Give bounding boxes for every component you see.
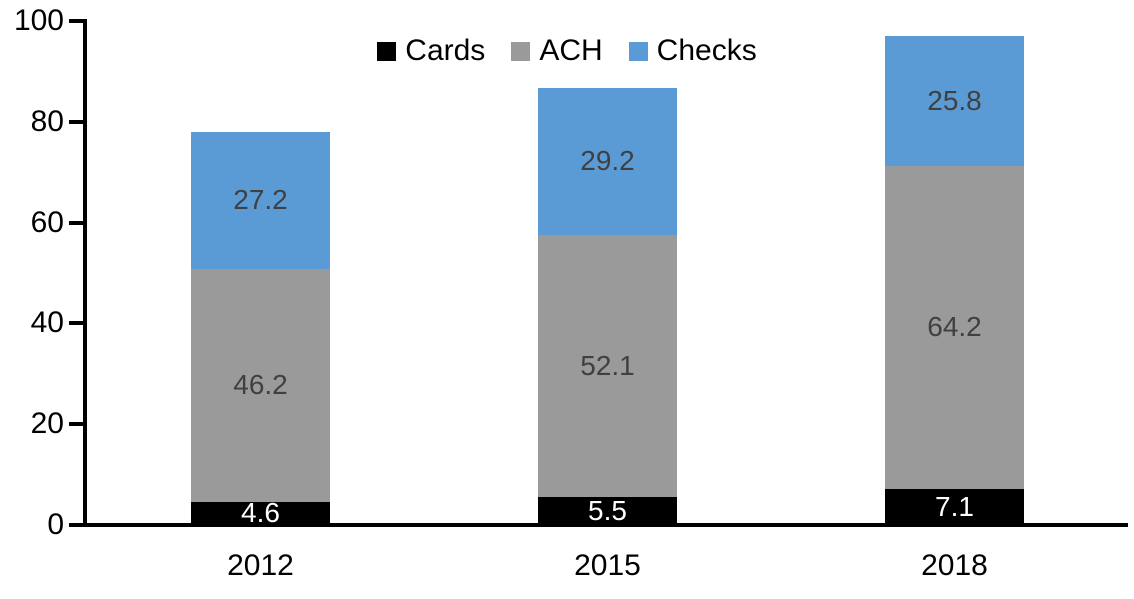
y-axis-tick <box>69 220 83 225</box>
legend: Cards ACH Checks <box>0 34 1134 68</box>
y-axis-tick <box>69 422 83 427</box>
legend-swatch-ach-icon <box>511 41 531 61</box>
y-axis-tick-label: 0 <box>47 508 64 541</box>
legend-item-checks: Checks <box>628 34 757 68</box>
bar-segment-cards-2012: 4.6 <box>191 497 330 529</box>
y-axis-tick <box>69 19 83 23</box>
legend-item-cards: Cards <box>377 34 485 68</box>
legend-item-ach: ACH <box>511 34 603 68</box>
y-axis-tick-label: 80 <box>30 104 64 138</box>
legend-swatch-cards-icon <box>377 41 397 61</box>
y-axis-line <box>83 19 87 527</box>
bar-segment-checks-2015: 29.2 <box>538 87 677 235</box>
legend-label-checks: Checks <box>656 34 757 67</box>
x-axis-line <box>83 523 1128 527</box>
data-label-checks-2012: 27.2 <box>233 184 288 216</box>
y-axis-tick-label: 20 <box>30 407 64 441</box>
bar-segment-cards-2018: 7.1 <box>885 489 1024 525</box>
y-axis-tick-label: 60 <box>30 205 64 239</box>
data-label-ach-2015: 52.1 <box>580 349 635 381</box>
data-label-ach-2012: 46.2 <box>233 369 288 401</box>
data-label-cards-2012: 4.6 <box>241 497 280 529</box>
data-label-cards-2018: 7.1 <box>935 491 974 523</box>
x-axis-label-2015: 2015 <box>574 549 641 582</box>
bar-segment-checks-2018: 25.8 <box>885 35 1024 166</box>
data-label-ach-2018: 64.2 <box>927 311 982 343</box>
data-label-cards-2015: 5.5 <box>588 495 627 527</box>
legend-swatch-checks-icon <box>628 41 648 61</box>
y-axis-tick-label: 100 <box>13 4 64 37</box>
legend-label-cards: Cards <box>405 34 486 67</box>
legend-label-ach: ACH <box>539 34 603 67</box>
bar-segment-cards-2015: 5.5 <box>538 497 677 525</box>
bar-segment-ach-2018: 64.2 <box>885 165 1024 490</box>
x-axis-label-2018: 2018 <box>921 549 988 582</box>
data-label-checks-2015: 29.2 <box>580 145 635 177</box>
data-label-checks-2018: 25.8 <box>927 84 982 116</box>
y-axis-tick <box>69 119 83 124</box>
y-axis-tick-label: 40 <box>30 306 64 340</box>
x-axis-label-2012: 2012 <box>227 549 294 582</box>
bar-segment-ach-2015: 52.1 <box>538 234 677 498</box>
bar-segment-ach-2012: 46.2 <box>191 268 330 502</box>
y-axis-tick <box>69 523 83 527</box>
y-axis-tick <box>69 321 83 326</box>
bar-segment-checks-2012: 27.2 <box>191 131 330 269</box>
